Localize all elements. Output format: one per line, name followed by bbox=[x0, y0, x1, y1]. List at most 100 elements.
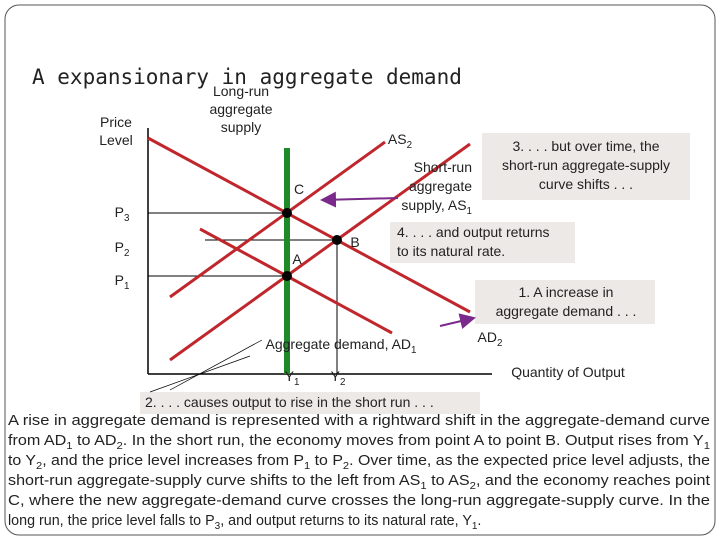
paragraph-line-subscript: 1 bbox=[66, 441, 73, 452]
x-axis-label: Quantity of Output bbox=[511, 364, 625, 380]
point-label: B bbox=[350, 234, 359, 250]
paragraph-line-subscript: 1 bbox=[304, 461, 311, 472]
paragraph-line-subscript: 2 bbox=[343, 461, 350, 472]
note-text: short-run aggregate-supply bbox=[502, 157, 670, 173]
as2-curve bbox=[169, 140, 386, 299]
ad2-curve bbox=[147, 136, 471, 314]
as2-label: AS2 bbox=[388, 131, 412, 151]
note-text-text: 2. . . . causes output to rise in the sh… bbox=[145, 394, 434, 410]
ad2-label-subscript: 2 bbox=[497, 338, 502, 349]
y-axis-label: Level bbox=[99, 132, 132, 148]
output-level-label: Y1 bbox=[285, 368, 300, 388]
paragraph-line-subscript: 2 bbox=[470, 481, 477, 492]
y-axis-label: Price bbox=[100, 114, 132, 130]
lras-label-text: supply bbox=[221, 119, 261, 135]
as1-label: supply, AS1 bbox=[401, 197, 472, 217]
paragraph-line-text: A rise in aggregate demand is represente… bbox=[8, 413, 710, 429]
output-level-label-text: Y bbox=[285, 368, 295, 384]
paragraph-line: short-run aggregate-supply curve shifts … bbox=[8, 473, 710, 492]
output-level-label-subscript: 1 bbox=[294, 377, 299, 388]
paragraph-line: C, where the new aggregate-demand curve … bbox=[8, 493, 710, 509]
paragraph-line: A rise in aggregate demand is represente… bbox=[8, 413, 710, 429]
point bbox=[332, 235, 342, 245]
paragraph-line-subscript: 3 bbox=[215, 521, 221, 532]
paragraph-line-subscript: 1 bbox=[472, 521, 478, 532]
paragraph-line-text: to AD bbox=[73, 433, 117, 449]
output-level-label-text: Y bbox=[331, 368, 341, 384]
as1-label-text: aggregate bbox=[409, 178, 472, 194]
paragraph-line-text: , and output returns to its natural rate… bbox=[220, 513, 472, 529]
price-level-label-subscript: 2 bbox=[124, 248, 129, 259]
note-text: 4. . . . and output returns bbox=[397, 224, 550, 240]
point bbox=[282, 271, 292, 281]
price-level-label: P1 bbox=[115, 272, 130, 292]
shift-arrow bbox=[320, 191, 399, 208]
price-level-label-text: P bbox=[115, 272, 124, 288]
paragraph-line-text: to P bbox=[310, 453, 343, 469]
paragraph-line-text: short-run aggregate-supply curve shifts … bbox=[8, 473, 420, 489]
point-label-text: B bbox=[350, 234, 359, 250]
note-text-text: curve shifts . . . bbox=[539, 176, 633, 192]
ad1-label-text: Aggregate demand, AD bbox=[266, 336, 412, 352]
ad1-label: Aggregate demand, AD1 bbox=[266, 336, 417, 356]
paragraph-line-text: . Over time, as the expected price level… bbox=[349, 453, 710, 469]
paragraph-line-text: . In the short run, the economy moves fr… bbox=[123, 433, 704, 449]
shift-arrow bbox=[439, 313, 476, 329]
price-level-label-text: P bbox=[115, 204, 124, 220]
ad2-label: AD2 bbox=[478, 329, 503, 349]
as1-curve bbox=[169, 142, 471, 362]
point-label: C bbox=[294, 181, 304, 197]
paragraph-line-text: from AD bbox=[8, 433, 66, 449]
paragraph-line: long run, the price level falls to P3, a… bbox=[8, 513, 481, 532]
paragraph-line-text: , and the economy reaches point bbox=[476, 473, 710, 489]
lras-label: Long-run bbox=[213, 83, 269, 99]
x-axis-label-text: Quantity of Output bbox=[511, 364, 625, 380]
paragraph-line-subscript: 1 bbox=[420, 481, 427, 492]
note-box bbox=[140, 392, 480, 414]
point bbox=[282, 208, 292, 218]
paragraph-line: from AD 1 to AD 2. In the short run, the e… bbox=[8, 433, 710, 452]
point-label-text: C bbox=[294, 181, 304, 197]
note-text-text: to its natural rate. bbox=[397, 243, 505, 259]
paragraph-line-text: , and the price level increases from P bbox=[42, 453, 304, 469]
point-label: A bbox=[292, 251, 302, 267]
paragraph-line-text: long run, the price level falls to P bbox=[8, 513, 215, 529]
price-level-label-text: P bbox=[115, 239, 124, 255]
note-text: 3. . . . but over time, the bbox=[512, 138, 659, 154]
as1-label-text: Short-run bbox=[414, 159, 472, 175]
ad2-label-text: AD bbox=[478, 329, 497, 345]
note-box bbox=[482, 133, 690, 200]
price-level-label-subscript: 3 bbox=[124, 213, 130, 224]
as1-label: Short-run bbox=[414, 159, 472, 175]
as1-label: aggregate bbox=[409, 178, 472, 194]
as1-label-subscript: 1 bbox=[467, 206, 472, 217]
lras-label-text: Long-run bbox=[213, 83, 269, 99]
paragraph-line-text: C, where the new aggregate-demand curve … bbox=[8, 493, 710, 509]
note-text-text: 3. . . . but over time, the bbox=[512, 138, 659, 154]
paragraph-line-subscript: 2 bbox=[117, 441, 124, 452]
output-level-label: Y2 bbox=[331, 368, 346, 388]
paragraph-line: to Y 2, and the price level increases fro… bbox=[8, 453, 710, 472]
note-text: aggregate demand . . . bbox=[496, 303, 637, 319]
paragraph-line-text: to Y bbox=[8, 453, 37, 469]
paragraph-line-subscript: 2 bbox=[36, 461, 43, 472]
note-text: 2. . . . causes output to rise in the sh… bbox=[145, 394, 434, 410]
note-text-text: short-run aggregate-supply bbox=[502, 157, 670, 173]
lras-label-text: aggregate bbox=[209, 101, 272, 117]
note-box bbox=[475, 280, 655, 324]
pointer-line bbox=[169, 339, 263, 391]
price-level-label: P3 bbox=[115, 204, 130, 224]
pointer-line bbox=[149, 355, 251, 393]
ad1-curve bbox=[199, 227, 393, 335]
note-text: curve shifts . . . bbox=[539, 176, 633, 192]
note-box bbox=[390, 222, 575, 263]
lras-label: supply bbox=[221, 119, 261, 135]
note-text-text: aggregate demand . . . bbox=[496, 303, 637, 319]
note-text: to its natural rate. bbox=[397, 243, 505, 259]
note-text-text: 4. . . . and output returns bbox=[397, 224, 550, 240]
price-level-label-subscript: 1 bbox=[124, 281, 129, 292]
lras-label: aggregate bbox=[209, 101, 272, 117]
ad1-label-subscript: 1 bbox=[411, 345, 416, 356]
output-level-label-subscript: 2 bbox=[340, 377, 345, 388]
